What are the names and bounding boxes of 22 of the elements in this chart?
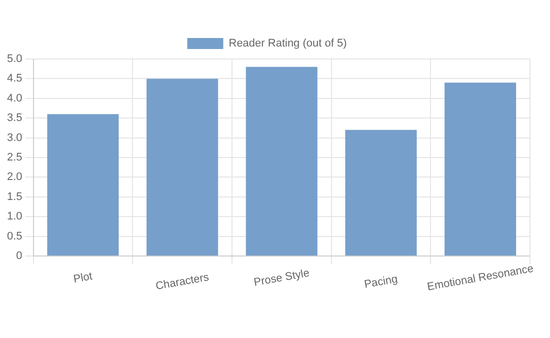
y-tick-label: 1.0 [6,210,22,223]
y-tick-label: 3.5 [6,112,22,124]
x-tick-label: Plot [72,270,94,286]
x-tick-label: Pacing [363,273,399,291]
y-tick-label: 4.0 [6,92,22,104]
x-tick-label: Characters [154,271,210,293]
bar [444,82,516,256]
y-tick-label: 3.0 [6,132,22,144]
y-tick-label: 2.0 [6,171,22,184]
y-tick-label: 0.5 [6,230,22,242]
bar [246,66,318,256]
bar [345,130,417,256]
y-tick-label: 4.5 [6,72,22,85]
x-tick-label: Emotional Resonance [426,262,534,294]
legend-label: Reader Rating (out of 5) [228,38,347,50]
y-tick-label: 5.0 [6,53,22,66]
y-tick-label: 1.5 [6,190,22,203]
bar [47,114,119,256]
y-tick-label: 2.5 [6,152,22,164]
y-tick-label: 0 [16,250,22,262]
x-tick-label: Prose Style [252,267,310,289]
bar [146,78,218,256]
